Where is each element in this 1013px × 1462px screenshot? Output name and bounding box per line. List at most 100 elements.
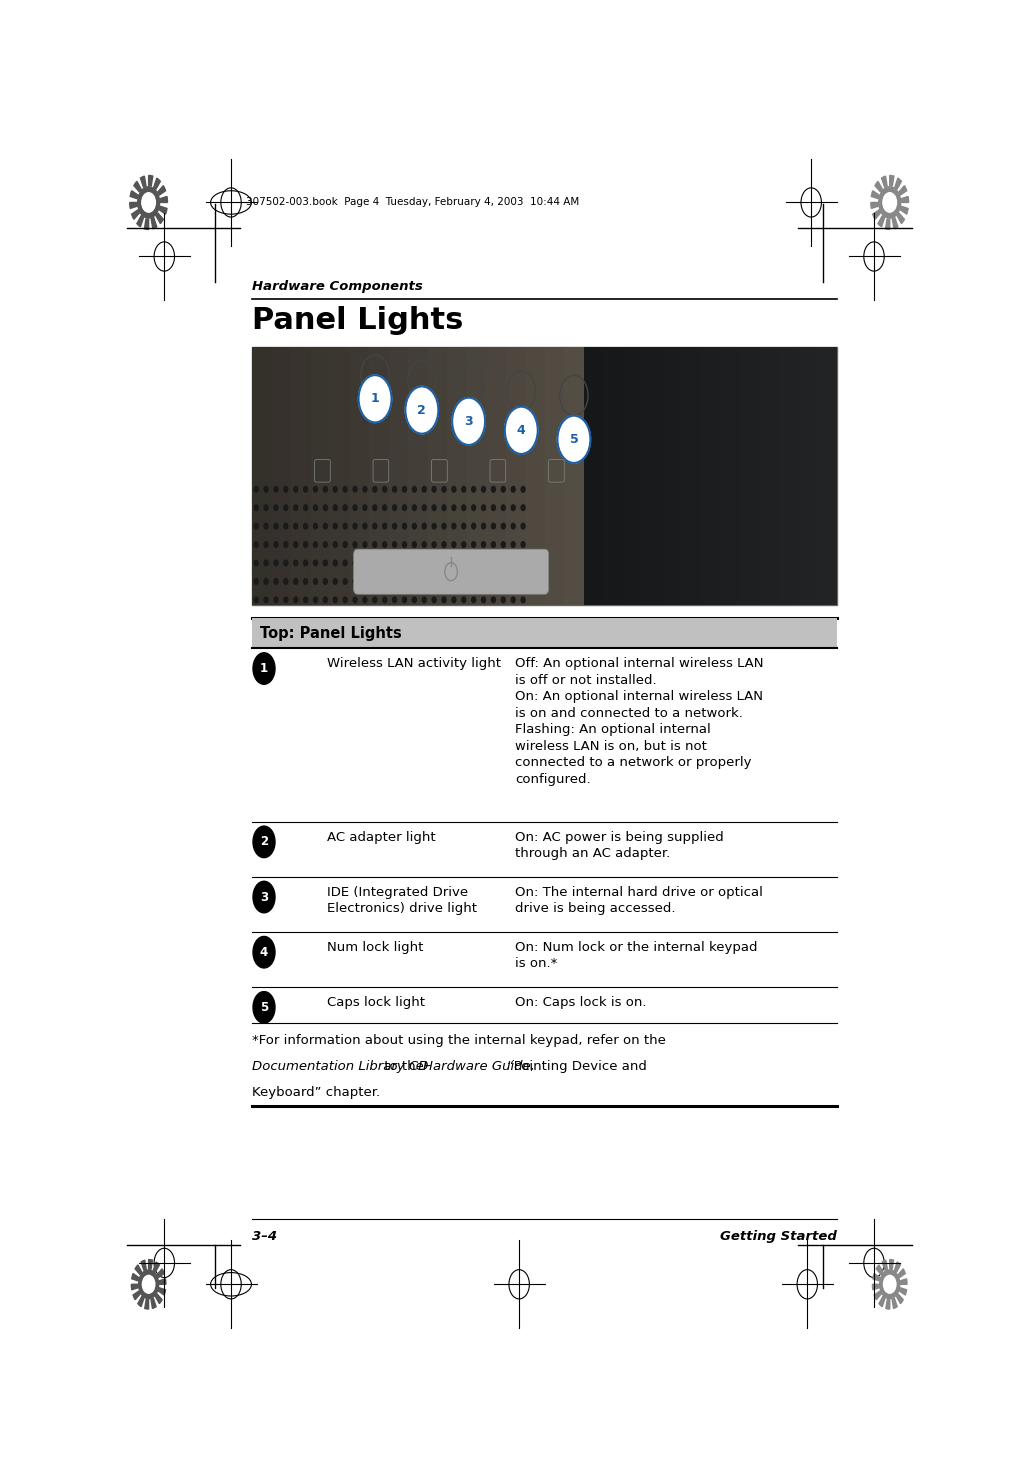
Text: to the: to the bbox=[380, 1060, 428, 1073]
Circle shape bbox=[363, 542, 367, 547]
Circle shape bbox=[402, 504, 406, 510]
Circle shape bbox=[501, 523, 505, 529]
Wedge shape bbox=[149, 175, 153, 186]
Circle shape bbox=[442, 579, 446, 585]
Circle shape bbox=[481, 560, 485, 566]
Circle shape bbox=[294, 596, 298, 602]
Circle shape bbox=[433, 579, 436, 585]
Wedge shape bbox=[885, 219, 889, 230]
Circle shape bbox=[343, 560, 347, 566]
Wedge shape bbox=[138, 1297, 144, 1307]
Circle shape bbox=[284, 523, 288, 529]
Circle shape bbox=[501, 560, 505, 566]
FancyBboxPatch shape bbox=[661, 346, 681, 605]
Wedge shape bbox=[158, 186, 165, 196]
Text: Documentation Library CD: Documentation Library CD bbox=[252, 1060, 428, 1073]
Circle shape bbox=[452, 560, 456, 566]
Circle shape bbox=[333, 596, 337, 602]
Text: 3: 3 bbox=[260, 890, 268, 904]
Wedge shape bbox=[879, 1297, 885, 1307]
Circle shape bbox=[264, 560, 268, 566]
Circle shape bbox=[274, 579, 278, 585]
Circle shape bbox=[422, 560, 426, 566]
FancyBboxPatch shape bbox=[252, 618, 837, 648]
Wedge shape bbox=[154, 178, 160, 190]
FancyBboxPatch shape bbox=[467, 346, 486, 605]
Wedge shape bbox=[141, 175, 146, 187]
Circle shape bbox=[472, 542, 476, 547]
Circle shape bbox=[393, 596, 396, 602]
Circle shape bbox=[481, 523, 485, 529]
Wedge shape bbox=[894, 178, 902, 190]
Wedge shape bbox=[874, 1291, 881, 1300]
FancyBboxPatch shape bbox=[349, 346, 369, 605]
Circle shape bbox=[481, 542, 485, 547]
Circle shape bbox=[412, 560, 416, 566]
Circle shape bbox=[501, 579, 505, 585]
Wedge shape bbox=[897, 1294, 904, 1304]
Circle shape bbox=[521, 504, 525, 510]
Circle shape bbox=[304, 596, 308, 602]
Circle shape bbox=[313, 579, 317, 585]
Circle shape bbox=[264, 542, 268, 547]
Circle shape bbox=[294, 542, 298, 547]
Wedge shape bbox=[133, 1291, 140, 1300]
Circle shape bbox=[879, 1270, 900, 1298]
Circle shape bbox=[512, 542, 516, 547]
Circle shape bbox=[504, 406, 538, 453]
Text: 1: 1 bbox=[371, 392, 380, 405]
Wedge shape bbox=[137, 215, 144, 227]
Circle shape bbox=[472, 523, 476, 529]
Wedge shape bbox=[159, 1279, 166, 1284]
Wedge shape bbox=[160, 196, 167, 202]
Wedge shape bbox=[145, 219, 149, 230]
Circle shape bbox=[363, 579, 367, 585]
Circle shape bbox=[323, 596, 327, 602]
FancyBboxPatch shape bbox=[583, 346, 603, 605]
Circle shape bbox=[333, 487, 337, 493]
FancyBboxPatch shape bbox=[389, 346, 408, 605]
Wedge shape bbox=[141, 1260, 146, 1270]
Circle shape bbox=[264, 523, 268, 529]
Wedge shape bbox=[130, 202, 137, 209]
Circle shape bbox=[354, 542, 357, 547]
Circle shape bbox=[442, 560, 446, 566]
Text: 3–4: 3–4 bbox=[252, 1230, 278, 1243]
Circle shape bbox=[274, 560, 278, 566]
Circle shape bbox=[363, 504, 367, 510]
Circle shape bbox=[452, 523, 456, 529]
Circle shape bbox=[442, 504, 446, 510]
Circle shape bbox=[343, 523, 347, 529]
Circle shape bbox=[294, 504, 298, 510]
Text: 4: 4 bbox=[517, 424, 526, 437]
FancyBboxPatch shape bbox=[759, 346, 779, 605]
Text: Wireless LAN activity light: Wireless LAN activity light bbox=[327, 658, 500, 670]
FancyBboxPatch shape bbox=[291, 346, 311, 605]
Circle shape bbox=[512, 596, 516, 602]
Circle shape bbox=[491, 542, 495, 547]
Circle shape bbox=[323, 542, 327, 547]
Circle shape bbox=[304, 487, 308, 493]
Circle shape bbox=[284, 504, 288, 510]
Wedge shape bbox=[871, 190, 879, 199]
Circle shape bbox=[452, 596, 456, 602]
Wedge shape bbox=[132, 209, 140, 219]
Text: Getting Started: Getting Started bbox=[720, 1230, 837, 1243]
Wedge shape bbox=[131, 190, 138, 199]
Circle shape bbox=[264, 504, 268, 510]
Circle shape bbox=[472, 487, 476, 493]
Circle shape bbox=[333, 523, 337, 529]
Circle shape bbox=[422, 523, 426, 529]
Circle shape bbox=[354, 596, 357, 602]
Circle shape bbox=[481, 596, 485, 602]
Circle shape bbox=[521, 596, 525, 602]
Text: On: Caps lock is on.: On: Caps lock is on. bbox=[516, 996, 646, 1009]
Circle shape bbox=[462, 504, 466, 510]
FancyBboxPatch shape bbox=[779, 346, 798, 605]
Circle shape bbox=[274, 487, 278, 493]
Wedge shape bbox=[875, 181, 882, 192]
Circle shape bbox=[433, 596, 436, 602]
Circle shape bbox=[442, 596, 446, 602]
Circle shape bbox=[313, 542, 317, 547]
Circle shape bbox=[433, 542, 436, 547]
